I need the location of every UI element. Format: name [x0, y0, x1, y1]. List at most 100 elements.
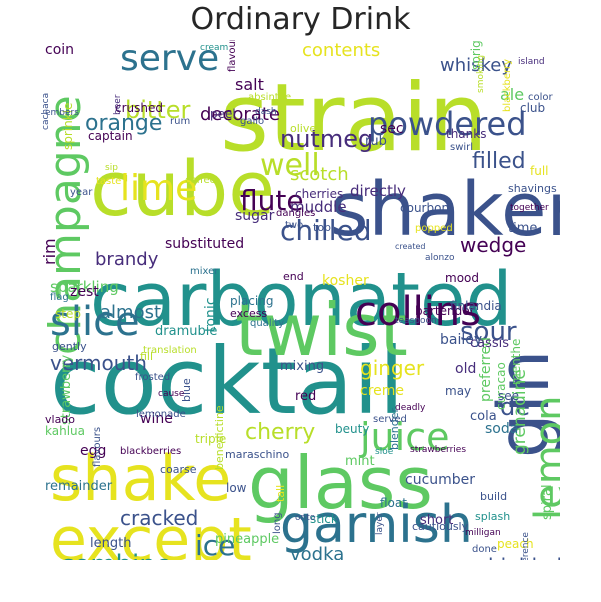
cloud-word-reference: reference — [521, 532, 531, 560]
cloud-word-thanks: thanks — [446, 127, 486, 141]
cloud-word-layer: layer — [375, 512, 385, 535]
cloud-word-ale: ale — [500, 85, 524, 104]
cloud-word-taste: taste — [96, 176, 121, 187]
cloud-word-cause: cause — [158, 389, 185, 399]
cloud-word-rim: rim — [40, 238, 59, 265]
cloud-word-soda: soda — [485, 421, 518, 437]
cloud-word-translation: translation — [143, 345, 197, 356]
cloud-word-peel: peel — [210, 107, 236, 121]
cloud-word-cocktail: cocktail — [50, 328, 404, 435]
cloud-word-onto: onto — [295, 513, 316, 523]
cloud-word-lemon: lemon — [527, 395, 560, 520]
cloud-word-sec: sec — [380, 121, 404, 137]
cloud-word-full: full — [530, 164, 549, 178]
cloud-word-mood: mood — [445, 271, 479, 285]
cloud-word-dramubie: dramubie — [155, 324, 217, 339]
cloud-word-glass: glass — [248, 441, 433, 525]
cloud-word-substituted: substituted — [165, 236, 244, 252]
cloud-word-build: build — [480, 490, 507, 503]
cloud-word-sugar: sugar — [235, 208, 275, 224]
cloud-word-swirl: swirl — [450, 142, 473, 153]
cloud-word-mixing: mixing — [280, 359, 324, 374]
cloud-word-may: may — [445, 384, 471, 398]
cloud-word-frosted: frosted — [135, 372, 170, 383]
cloud-word-milligan: milligan — [465, 528, 501, 538]
cloud-word-garnish: garnish — [280, 495, 473, 555]
cloud-title: Ordinary Drink — [190, 2, 411, 37]
cloud-word-shaker: shaker — [330, 167, 560, 253]
cloud-word-vermouth: vermouth — [50, 351, 147, 375]
cloud-word-vlado: vlado — [45, 413, 75, 426]
cloud-word-splash: splash — [475, 510, 510, 523]
cloud-word-fill: fill — [140, 350, 153, 363]
cloud-word-low: low — [226, 481, 247, 495]
cloud-word-see: see — [498, 389, 519, 403]
cloud-word-alonzo: alonzo — [425, 253, 455, 263]
cloud-word-juice: juice — [359, 415, 449, 459]
cloud-word-flute: flute — [240, 184, 304, 217]
cloud-word-length: length — [90, 536, 131, 551]
cloud-word-decorate: decorate — [200, 104, 280, 125]
cloud-word-absinthe: absinthe — [248, 92, 291, 103]
cloud-word-island: island — [518, 57, 545, 67]
cloud-word-blackberries: blackberries — [120, 446, 181, 457]
cloud-word-cucumber: cucumber — [405, 472, 475, 488]
cloud-word-cherry: cherry — [245, 420, 315, 445]
cloud-word-gin: gin — [483, 350, 560, 458]
cloud-word-served: served — [373, 414, 407, 425]
cloud-word-preferred: preferred — [478, 337, 494, 402]
cloud-word-done: done — [472, 544, 497, 555]
cloud-word-collins: collins — [355, 289, 481, 335]
cloud-word-directly: directly — [350, 182, 406, 200]
cloud-word-float: float — [380, 496, 407, 510]
cloud-word-blackberry: blackberry — [502, 59, 513, 112]
cloud-word-de: de — [500, 393, 530, 421]
cloud-word-bitter: bitter — [125, 96, 190, 124]
cloud-word-cracked: cracked — [120, 506, 198, 530]
cloud-word-peach: peach — [497, 537, 534, 551]
cloud-word-finlandia: finlandia — [450, 299, 502, 313]
cloud-word-flavours: flavours — [92, 427, 103, 467]
cloud-word-deadly: deadly — [395, 403, 426, 413]
cloud-word-curacao: curacao — [494, 362, 508, 410]
cloud-word-ginger: ginger — [360, 356, 425, 380]
cloud-word-cassis: cassis — [470, 336, 509, 351]
cloud-word-chilled: chilled — [280, 214, 371, 247]
cloud-word-slice: slice — [50, 299, 140, 345]
cloud-word-placing: placing — [230, 294, 273, 308]
cloud-word-coin: coin — [45, 42, 74, 58]
cloud-word-sprig: sprig — [469, 40, 483, 70]
cloud-word-crushed: crushed — [115, 101, 163, 115]
cloud-word-powdered: powdered — [368, 105, 527, 143]
cloud-word-bailey: bailey — [440, 332, 482, 348]
cloud-word-beuty: beuty — [335, 422, 369, 436]
cloud-word-well: well — [260, 148, 320, 183]
cloud-word-strawberry: strawberry — [59, 354, 74, 425]
cloud-word-olive: olive — [290, 122, 316, 135]
cloud-word-cream: cream — [200, 43, 228, 53]
cloud-word-lime: lime — [120, 168, 197, 209]
cloud-word-maraschino: maraschino — [225, 448, 289, 461]
cloud-word-pineapple: pineapple — [215, 532, 279, 547]
cloud-word-cachaca: cachaca — [41, 93, 51, 130]
cloud-word-serve: serve — [120, 40, 219, 79]
cloud-word-cola: cola — [470, 409, 497, 424]
cloud-word-kosher: kosher — [322, 273, 369, 289]
cloud-word-popped: popped — [415, 223, 453, 234]
cloud-word-gallo: gallo — [240, 116, 264, 127]
cloud-word-highball: highball — [488, 554, 560, 560]
cloud-word-red: red — [295, 389, 316, 404]
cloud-word-contents: contents — [302, 40, 380, 61]
cloud-word-flag: flag — [50, 292, 69, 303]
cloud-word-blender: blender — [388, 407, 401, 450]
cloud-word-zest: zest — [70, 284, 99, 300]
cloud-word-creme: creme — [360, 383, 404, 399]
cloud-word-mixer: mixer — [190, 266, 219, 277]
cloud-word-gently: gently — [52, 340, 87, 353]
cloud-word-flavouring: flavouring — [227, 40, 238, 72]
cloud-word-beer: beer — [113, 94, 123, 115]
cloud-word-tonic: tonic — [203, 297, 219, 332]
cloud-word-whiskey: whiskey — [440, 55, 512, 76]
cloud-word-almost: almost — [100, 302, 161, 323]
